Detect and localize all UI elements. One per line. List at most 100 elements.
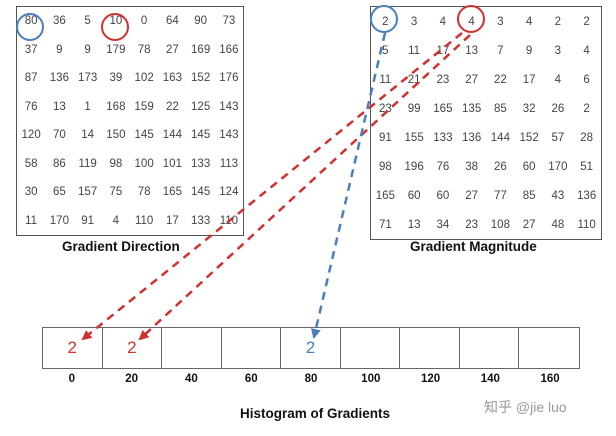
magnitude-cell: 34: [436, 218, 450, 231]
direction-cell: 120: [21, 129, 41, 142]
magnitude-cell: 57: [551, 131, 565, 144]
direction-cell: 14: [81, 129, 95, 142]
direction-cell: 124: [219, 186, 239, 199]
histogram-bin-label: 160: [540, 373, 560, 385]
magnitude-cell: 17: [436, 44, 450, 57]
direction-cell: 75: [109, 186, 123, 199]
magnitude-cell: 91: [378, 131, 392, 144]
gradient-direction-grid: 80 36 5 10 0 64 90 73 37 9 9 179 78 27 169 166 87 136 173 3…: [16, 6, 244, 236]
direction-cell: 39: [109, 72, 123, 85]
histogram-bin: [162, 328, 222, 368]
magnitude-cell: 4: [439, 15, 447, 28]
magnitude-cell: 27: [522, 218, 536, 231]
direction-cell: 100: [134, 157, 154, 170]
magnitude-cell: 71: [378, 218, 392, 231]
histogram-bin: [222, 328, 282, 368]
direction-cell: 145: [191, 129, 211, 142]
direction-cell: 4: [112, 214, 120, 227]
direction-cell: 36: [52, 15, 66, 28]
direction-cell: 169: [191, 43, 211, 56]
magnitude-cell: 48: [551, 218, 565, 231]
magnitude-cell: 110: [577, 218, 596, 231]
direction-cell: 22: [165, 100, 179, 113]
magnitude-cell: 60: [436, 189, 450, 202]
magnitude-cell: 26: [551, 102, 565, 115]
direction-cell: 133: [191, 157, 211, 170]
magnitude-cell: 60: [407, 189, 421, 202]
magnitude-cell: 3: [497, 15, 504, 28]
histogram-bin-label: 0: [68, 373, 76, 385]
magnitude-cell: 23: [465, 218, 479, 231]
direction-cell: 9: [56, 43, 63, 56]
direction-cell: 98: [109, 157, 123, 170]
magnitude-cell: 21: [407, 73, 421, 86]
magnitude-cell: 170: [548, 160, 568, 173]
direction-cell: 173: [78, 72, 98, 85]
magnitude-cell: 98: [378, 160, 392, 173]
histogram-bin: 2: [281, 328, 341, 368]
direction-cell: 65: [52, 186, 66, 199]
direction-cell: 64: [165, 15, 179, 28]
magnitude-cell: 13: [407, 218, 421, 231]
magnitude-cell: 136: [577, 189, 597, 202]
direction-cell: 1: [84, 100, 91, 113]
magnitude-cell: 4: [554, 73, 562, 86]
histogram-bin-label: 60: [244, 373, 258, 385]
direction-cell: 80: [24, 15, 38, 28]
magnitude-cell: 2: [583, 102, 590, 115]
magnitude-cell: 26: [493, 160, 507, 173]
magnitude-cell: 136: [462, 131, 482, 144]
direction-cell: 10: [109, 15, 123, 28]
direction-cell: 168: [106, 100, 126, 113]
magnitude-cell: 7: [497, 44, 504, 57]
magnitude-cell: 4: [468, 15, 475, 28]
direction-cell: 125: [191, 100, 211, 113]
magnitude-cell: 76: [436, 160, 450, 173]
direction-cell: 176: [219, 72, 239, 85]
magnitude-cell: 144: [490, 131, 510, 144]
histogram-bin: [400, 328, 460, 368]
direction-cell: 17: [165, 214, 179, 227]
direction-cell: 119: [78, 157, 97, 170]
direction-cell: 159: [134, 100, 154, 113]
magnitude-cell: 4: [525, 15, 533, 28]
direction-cell: 136: [49, 72, 69, 85]
direction-cell: 145: [191, 186, 211, 199]
magnitude-cell: 2: [554, 15, 562, 28]
gradient-direction-caption: Gradient Direction: [62, 239, 180, 254]
direction-cell: 102: [134, 72, 154, 85]
magnitude-cell: 17: [522, 73, 536, 86]
gradient-magnitude-grid: 2 3 4 4 3 4 2 2 5 11 17 13 7 9 3 4 11 21 23 27 22 17 4 6 23 99 165…: [370, 6, 602, 240]
magnitude-cell: 5: [382, 44, 389, 57]
direction-cell: 11: [25, 214, 38, 227]
histogram-bin-label: 20: [125, 373, 139, 385]
magnitude-cell: 2: [583, 15, 590, 28]
magnitude-cell: 133: [433, 131, 453, 144]
magnitude-cell: 43: [551, 189, 565, 202]
direction-cell: 58: [24, 157, 38, 170]
direction-cell: 143: [219, 100, 239, 113]
direction-cell: 150: [106, 129, 126, 142]
magnitude-cell: 4: [583, 44, 590, 57]
direction-cell: 163: [162, 72, 182, 85]
direction-cell: 133: [191, 214, 211, 227]
magnitude-cell: 85: [522, 189, 536, 202]
direction-cell: 110: [219, 214, 239, 227]
direction-cell: 73: [222, 15, 236, 28]
magnitude-cell: 3: [410, 15, 418, 28]
magnitude-cell: 13: [465, 44, 479, 57]
direction-cell: 91: [81, 214, 95, 227]
gradient-magnitude-caption: Gradient Magnitude: [410, 239, 537, 254]
magnitude-cell: 165: [433, 102, 453, 115]
magnitude-cell: 165: [375, 189, 395, 202]
magnitude-cell: 38: [465, 160, 479, 173]
magnitude-cell: 11: [408, 44, 421, 57]
magnitude-cell: 6: [583, 73, 590, 86]
magnitude-cell: 196: [404, 160, 424, 173]
histogram-bin: [460, 328, 520, 368]
direction-cell: 113: [219, 157, 239, 170]
direction-cell: 166: [219, 43, 239, 56]
direction-cell: 90: [194, 15, 208, 28]
direction-cell: 157: [78, 186, 98, 199]
histogram-bin-label: 100: [361, 373, 381, 385]
